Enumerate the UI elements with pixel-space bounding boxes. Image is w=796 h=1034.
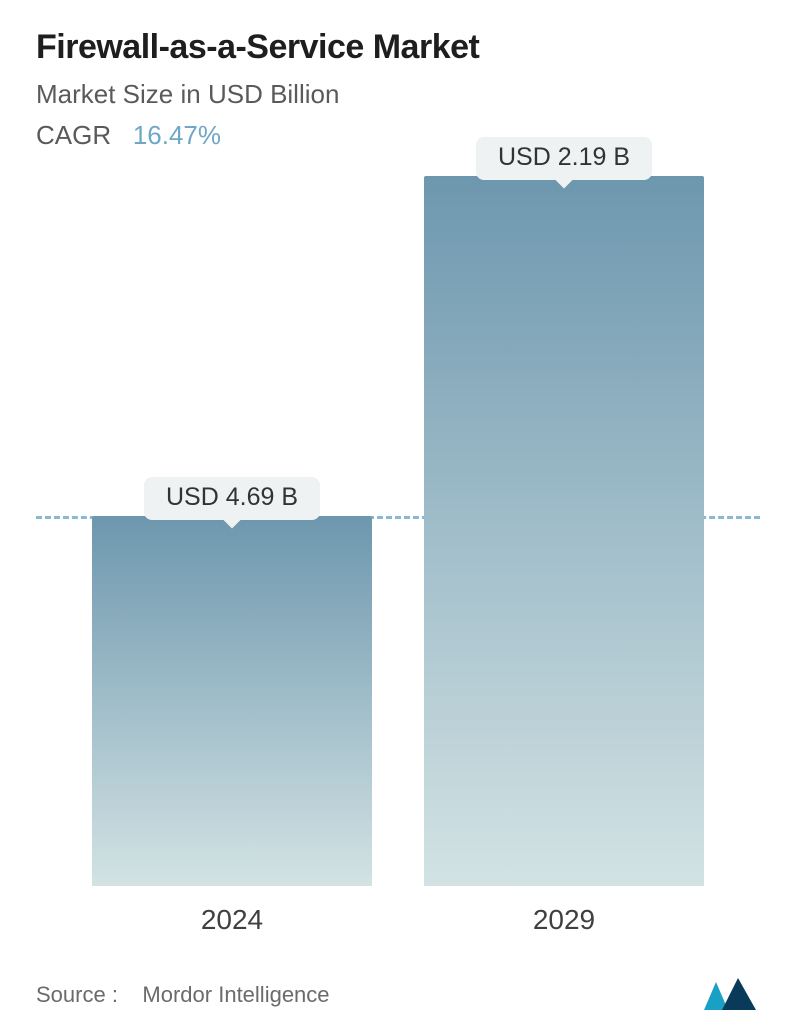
bar-2029 (424, 176, 704, 886)
cagr-label: CAGR (36, 120, 111, 150)
bars-row: USD 4.69 B 2024 USD 2.19 B 2029 (36, 173, 760, 954)
x-label-2024: 2024 (201, 904, 263, 954)
chart-title: Firewall-as-a-Service Market (36, 28, 760, 67)
brand-logo-icon (702, 978, 760, 1012)
bar-group-2029: USD 2.19 B 2029 (414, 137, 714, 954)
source-label: Source : (36, 982, 118, 1007)
bar-group-2024: USD 4.69 B 2024 (82, 477, 382, 954)
footer: Source : Mordor Intelligence (36, 978, 760, 1012)
cagr-value: 16.47% (133, 120, 221, 150)
value-label-2029: USD 2.19 B (476, 137, 652, 180)
bar-2024 (92, 516, 372, 886)
source-name: Mordor Intelligence (142, 982, 329, 1007)
chart-plot-area: USD 4.69 B 2024 USD 2.19 B 2029 (36, 173, 760, 954)
source-text: Source : Mordor Intelligence (36, 982, 330, 1008)
x-label-2029: 2029 (533, 904, 595, 954)
chart-container: Firewall-as-a-Service Market Market Size… (0, 0, 796, 1034)
chart-subtitle: Market Size in USD Billion (36, 79, 760, 110)
value-label-2024: USD 4.69 B (144, 477, 320, 520)
